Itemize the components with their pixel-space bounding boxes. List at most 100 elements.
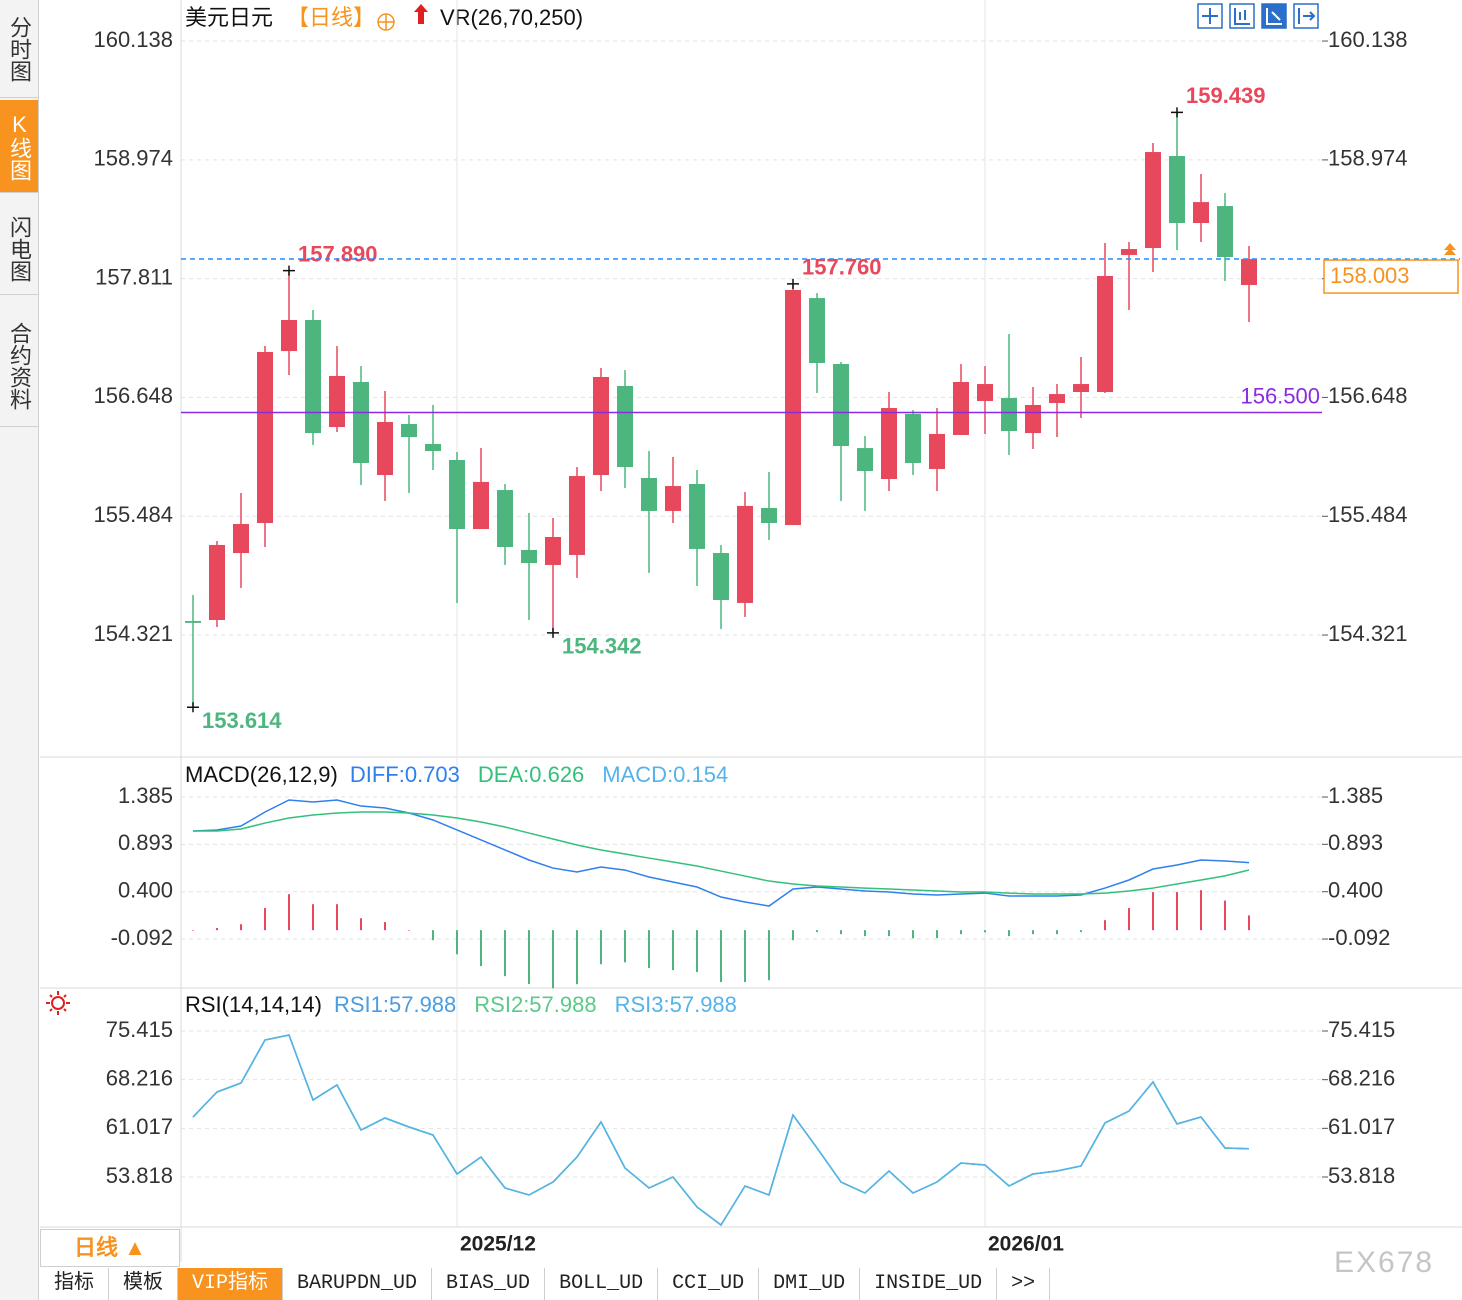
histogram-bar [1080,930,1082,933]
candle-body [1097,276,1113,392]
extreme-marker [1171,107,1183,118]
histogram-bar [984,930,986,933]
series-line [192,1034,1250,1227]
candle-body [713,553,729,600]
extreme-label: 153.614 [202,708,282,733]
candle-body [665,486,681,511]
period-button[interactable]: 日线 ▲ [40,1229,180,1267]
add-icon[interactable] [377,13,395,31]
candle-body [1121,249,1137,255]
y-tick-label: 158.974 [93,146,173,171]
candle-body [449,460,465,530]
candle-body [377,422,393,476]
indicator-tab[interactable]: BOLL_UD [545,1268,659,1300]
indicator-tab[interactable]: VIP指标 [178,1268,284,1300]
histogram-bar [840,930,842,935]
y-tick-label-right: 68.216 [1328,1065,1395,1090]
sidebar-tab[interactable]: 分时图 [0,0,38,98]
candle-body [185,621,201,623]
candle-body [833,364,849,447]
toolbar-icon-glyph [1266,8,1282,25]
candle-body [857,448,873,472]
histogram-bar [936,930,938,939]
y-tick-label-right: 158.974 [1328,146,1408,171]
histogram-bar [1032,930,1034,935]
price-label-box [1323,259,1459,294]
indicator-tab[interactable]: 模板 [109,1268,178,1300]
indicator-tab[interactable]: INSIDE_UD [860,1268,998,1300]
candle-body [281,320,297,352]
histogram-bar [864,930,866,937]
y-tick-label-right: 75.415 [1328,1017,1395,1042]
extreme-label: 154.342 [562,634,642,659]
indicator-tab[interactable]: >> [997,1268,1051,1300]
indicator-label: VR(26,70,250) [440,5,583,30]
toolbar-icon-glyph [1202,8,1218,24]
histogram-bar [312,904,314,931]
histogram-bar [768,930,770,981]
histogram-bar [456,930,458,955]
candle-body [1241,259,1257,285]
y-tick-label: 61.017 [106,1114,173,1139]
y-tick-label: 0.400 [118,878,173,903]
y-tick-label-right: 0.893 [1328,830,1383,855]
y-tick-label-right: 156.648 [1328,383,1408,408]
y-tick-label: 160.138 [93,27,173,52]
candle-body [329,375,345,428]
histogram-bar [288,894,290,931]
series-line [193,811,1250,895]
y-tick-label: 1.385 [118,783,173,808]
sidebar-tab[interactable]: 合约资料 [0,306,38,427]
y-tick-label: 157.811 [95,264,173,289]
rsi-settings-icon[interactable] [46,991,70,1015]
histogram-bar [432,930,434,941]
y-tick-label: 156.648 [93,383,173,408]
candle-body [569,476,585,555]
candle-body [1025,404,1041,434]
candle-body [1073,384,1089,392]
indicator-tab[interactable]: BIAS_UD [432,1268,546,1300]
toolbar-icon-glyph [1234,8,1250,25]
candle-body [425,443,441,452]
indicator-arrow-icon[interactable] [414,4,428,24]
candle-body [737,505,753,603]
y-tick-label-right: -0.092 [1328,925,1390,950]
indicator-tab[interactable]: 指标 [40,1268,109,1300]
toolbar-icon-glyph [1298,8,1316,24]
histogram-bar [792,930,794,941]
panel-title: RSI(14,14,14) [185,992,322,1017]
sidebar-tab[interactable]: 闪电图 [0,204,38,295]
sidebar-tab[interactable]: K线图 [0,100,38,193]
histogram-bar [528,930,530,985]
indicator-tab[interactable]: BARUPDN_UD [283,1268,433,1300]
candle-body [1001,398,1017,432]
candle-body [233,524,249,554]
legend-entry: DIFF:0.703 [350,762,460,787]
histogram-bar [216,928,218,931]
histogram-bar [264,908,266,931]
histogram-bar [720,930,722,983]
histogram-bar [1104,920,1106,931]
candle-body [473,481,489,530]
indicator-tabs: 指标 模板 VIP指标 BARUPDN_UD BIAS_UD BOLL_UD C… [40,1268,1051,1300]
toolbar-icons [1197,3,1319,29]
histogram-bar [552,930,554,989]
y-tick-label-right: 160.138 [1328,27,1408,52]
y-tick-label-right: 61.017 [1328,1114,1395,1139]
candle-body [545,536,561,565]
indicator-tab[interactable]: DMI_UD [759,1268,861,1300]
candle-body [761,507,777,524]
histogram-bar [1248,915,1250,931]
y-tick-label-right: 154.321 [1328,621,1408,646]
candle-body [905,413,921,463]
indicator-tab[interactable]: CCI_UD [658,1268,760,1300]
histogram-bar [480,930,482,967]
candle-body [497,490,513,548]
candle-body [305,320,321,434]
symbol-title: 美元日元 [185,5,273,30]
y-tick-label: 0.893 [118,830,173,855]
y-tick-label-right: 0.400 [1328,878,1383,903]
extreme-label: 159.439 [1186,83,1266,108]
